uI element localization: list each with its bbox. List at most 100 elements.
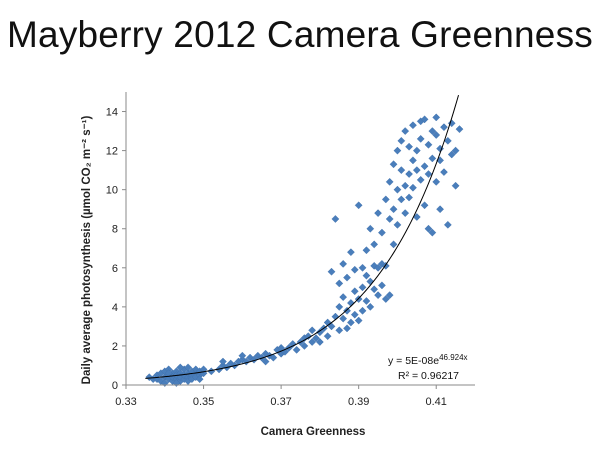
y-tick-label: 10: [106, 185, 118, 197]
data-point: [412, 146, 421, 155]
data-point: [405, 170, 413, 178]
data-point: [385, 177, 394, 186]
data-point: [374, 291, 382, 300]
y-tick-label: 8: [112, 224, 118, 236]
y-tick-label: 2: [112, 341, 118, 353]
data-point: [428, 127, 437, 135]
data-point: [238, 351, 247, 360]
trendline-equation-exponent: 46.924x: [439, 353, 467, 362]
x-axis-title: Camera Greenness: [261, 426, 366, 438]
data-point: [358, 306, 367, 315]
data-point: [389, 205, 398, 214]
data-point: [416, 176, 425, 184]
x-tick-label: 0.37: [270, 396, 291, 408]
data-point: [451, 146, 460, 155]
data-point: [335, 279, 344, 288]
data-point: [378, 281, 386, 290]
data-point: [370, 285, 379, 294]
data-point: [339, 260, 348, 268]
trendline-equation: y = 5E-08e46.924x: [388, 353, 468, 367]
y-axis-ticks: 0 2 4 6 8 10 12 14: [106, 107, 126, 392]
data-point: [343, 306, 351, 315]
data-point: [350, 265, 359, 274]
data-point: [424, 224, 433, 233]
data-point: [176, 363, 185, 372]
data-point: [288, 340, 297, 348]
data-point: [424, 140, 433, 149]
data-point: [378, 260, 386, 268]
data-point: [440, 123, 448, 132]
data-point: [238, 355, 247, 364]
data-point: [250, 355, 258, 364]
trendline-r-squared: R² = 0.96217: [398, 370, 459, 382]
data-point: [347, 248, 355, 257]
data-point: [172, 379, 181, 387]
data-point: [397, 136, 406, 145]
data-point: [292, 345, 301, 354]
data-point: [370, 240, 379, 249]
data-point: [389, 160, 398, 169]
data-point: [378, 228, 386, 237]
data-point: [160, 379, 169, 387]
data-point: [339, 314, 348, 323]
x-tick-label: 0.35: [193, 396, 214, 408]
data-point: [354, 316, 363, 325]
data-point: [269, 353, 278, 362]
data-point: [451, 181, 460, 190]
data-point: [304, 332, 313, 341]
y-axis-title: Daily average photosynthesis (µmol CO₂ m…: [81, 116, 93, 385]
data-point: [393, 185, 402, 194]
data-point: [443, 220, 452, 229]
data-point: [397, 195, 406, 204]
trendline-equation-base: y = 5E-08e: [388, 355, 439, 367]
data-point: [312, 334, 320, 343]
data-point: [343, 273, 351, 282]
y-tick-label: 12: [106, 146, 118, 158]
data-point: [409, 183, 417, 192]
data-point: [389, 240, 398, 249]
data-point: [424, 170, 433, 178]
data-point: [347, 318, 355, 327]
data-point: [308, 338, 317, 346]
data-point: [350, 287, 359, 296]
data-point: [440, 168, 448, 176]
data-point: [416, 134, 425, 143]
data-point: [195, 375, 204, 384]
data-point: [432, 177, 441, 186]
data-point: [308, 326, 317, 335]
data-point: [385, 215, 394, 223]
y-tick-label: 4: [112, 302, 118, 314]
slide-title: Mayberry 2012 Camera Greenness: [7, 14, 593, 55]
x-tick-label: 0.41: [426, 396, 447, 408]
data-point: [362, 246, 371, 255]
data-point: [432, 113, 441, 122]
data-point: [339, 293, 348, 301]
data-point: [405, 193, 413, 202]
data-point: [381, 195, 390, 204]
data-point: [393, 146, 402, 155]
data-point: [374, 263, 382, 272]
data-point: [393, 220, 402, 229]
data-point: [405, 142, 413, 151]
data-point: [420, 162, 429, 171]
y-tick-label: 6: [112, 263, 118, 275]
data-point: [397, 166, 406, 175]
y-tick-label: 14: [106, 107, 118, 119]
data-point: [366, 302, 375, 311]
data-point: [184, 363, 192, 372]
data-point: [358, 283, 367, 292]
data-point: [335, 302, 344, 311]
data-point: [316, 338, 324, 346]
data-point: [316, 328, 324, 337]
data-point: [300, 342, 309, 350]
data-point: [432, 131, 441, 139]
data-point: [381, 295, 390, 303]
data-point: [261, 357, 270, 366]
data-point: [362, 271, 371, 280]
data-point: [401, 127, 410, 135]
data-point: [362, 297, 371, 305]
data-point: [350, 310, 359, 319]
data-point: [409, 156, 417, 165]
